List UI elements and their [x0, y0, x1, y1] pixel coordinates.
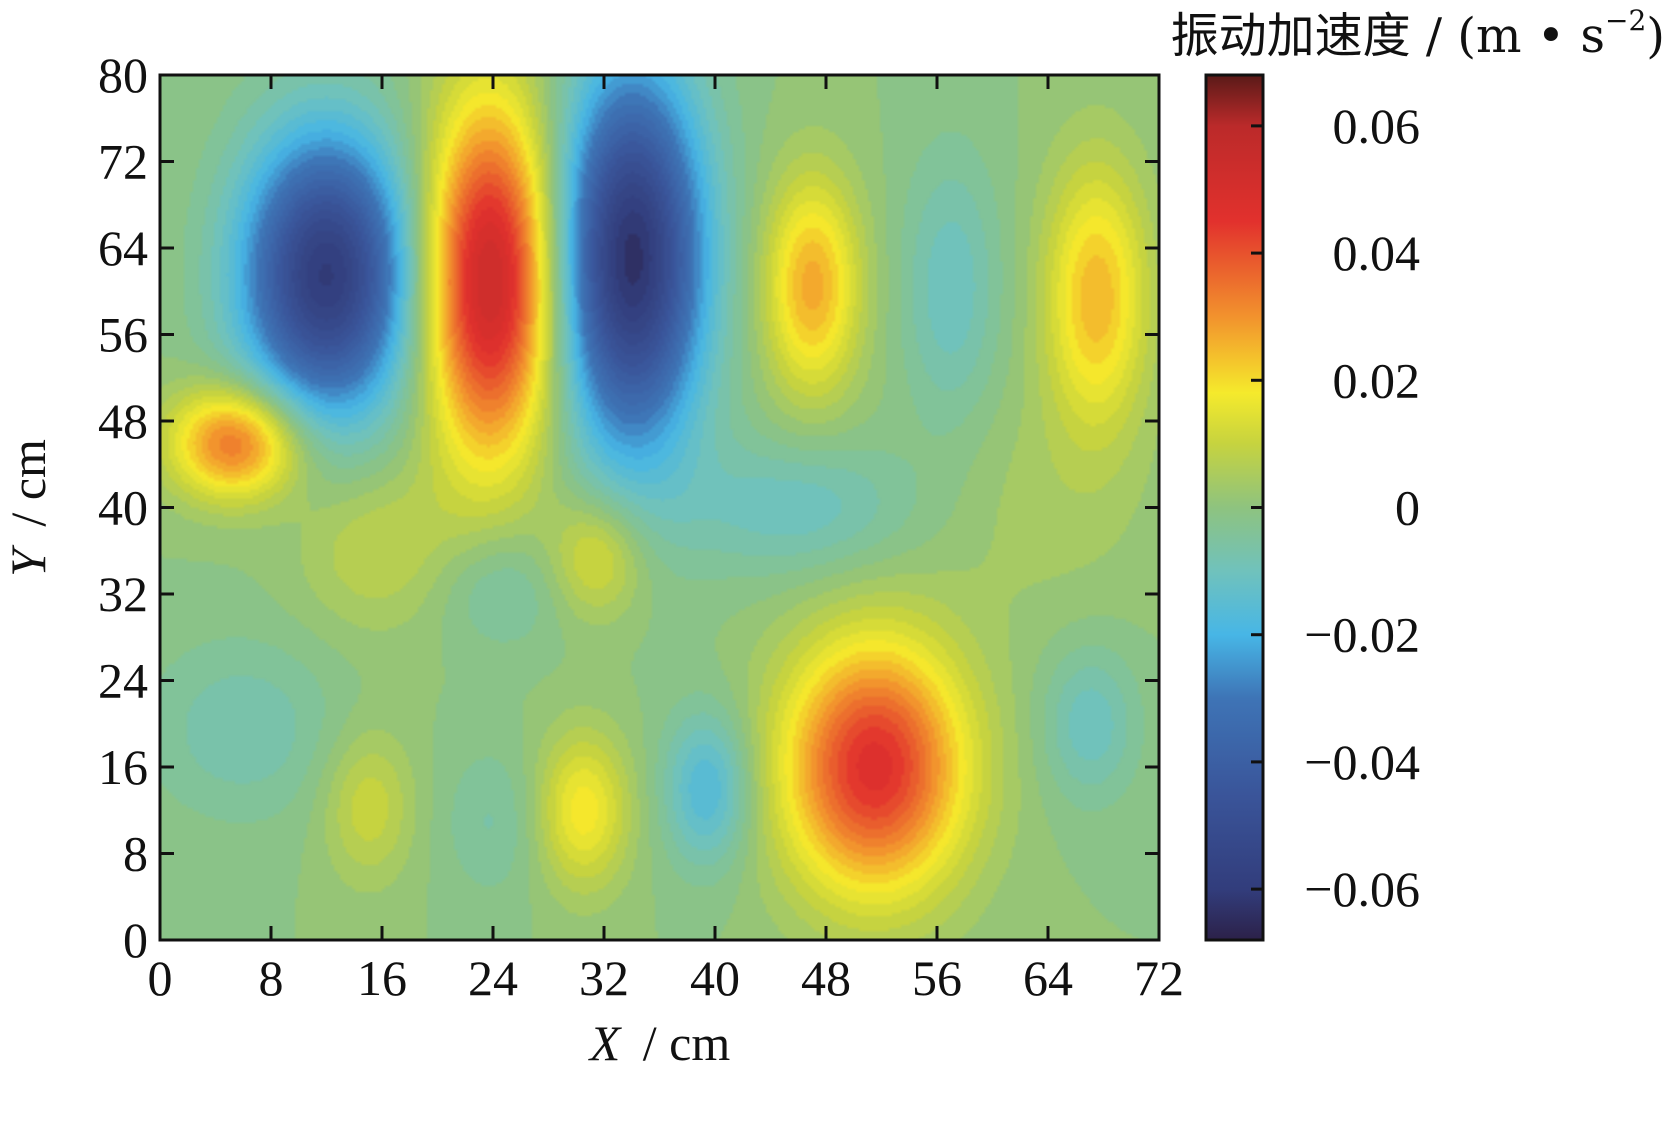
y-axis-unit: / cm: [0, 439, 56, 527]
y-tick-label: 16: [98, 739, 148, 795]
y-tick-label: 0: [123, 912, 148, 968]
y-tick-label: 8: [123, 826, 148, 882]
x-tick-label: 32: [579, 950, 629, 1006]
colorbar-tick-label: −0.04: [1304, 734, 1420, 790]
x-axis-unit: / cm: [643, 1015, 731, 1071]
colorbar-title: 振动加速度 / (m • s−2): [1171, 4, 1665, 64]
x-tick-label: 48: [801, 950, 851, 1006]
colorbar-tick-label: 0: [1395, 480, 1420, 536]
y-tick-label: 72: [98, 134, 148, 190]
colorbar-tick-label: 0.06: [1333, 98, 1421, 154]
colorbar-title-main: 振动加速度 / (m • s: [1171, 8, 1605, 64]
x-tick-label: 8: [259, 950, 284, 1006]
colorbar-tick-label: 0.02: [1333, 352, 1421, 408]
y-tick-label: 48: [98, 393, 148, 449]
x-axis-var: X: [588, 1015, 623, 1071]
y-tick-label: 24: [98, 653, 148, 709]
y-axis-title: Y / cm: [0, 439, 56, 577]
colorbar-tick-label: −0.02: [1304, 607, 1420, 663]
x-tick-label: 56: [912, 950, 962, 1006]
y-tick-label: 40: [98, 480, 148, 536]
x-axis-title: X / cm: [588, 1015, 731, 1071]
colorbar-tick-label: 0.04: [1333, 225, 1421, 281]
x-tick-label: 72: [1134, 950, 1184, 1006]
colorbar-title-close: ): [1646, 8, 1665, 64]
x-tick-label: 16: [357, 950, 407, 1006]
heatmap-field: [160, 75, 1159, 940]
x-axis-ticks: 0 8 16 24 32 40 48 56 64 72: [148, 75, 1184, 1006]
x-tick-label: 40: [690, 950, 740, 1006]
x-tick-label: 64: [1023, 950, 1073, 1006]
colorbar-tick-label: −0.06: [1304, 861, 1420, 917]
y-tick-label: 32: [98, 566, 148, 622]
y-tick-label: 56: [98, 307, 148, 363]
y-axis-var: Y: [0, 544, 56, 577]
colorbar-ticks: 0.06 0.04 0.02 0 −0.02 −0.04 −0.06: [1251, 98, 1420, 917]
x-tick-label: 0: [148, 950, 173, 1006]
y-tick-label: 80: [98, 47, 148, 103]
y-axis-ticks: 0 8 16 24 32 40 48 56 64 72 80: [98, 47, 1159, 968]
colorbar-title-sup: −2: [1605, 4, 1646, 37]
y-tick-label: 64: [98, 220, 148, 276]
x-tick-label: 24: [468, 950, 518, 1006]
